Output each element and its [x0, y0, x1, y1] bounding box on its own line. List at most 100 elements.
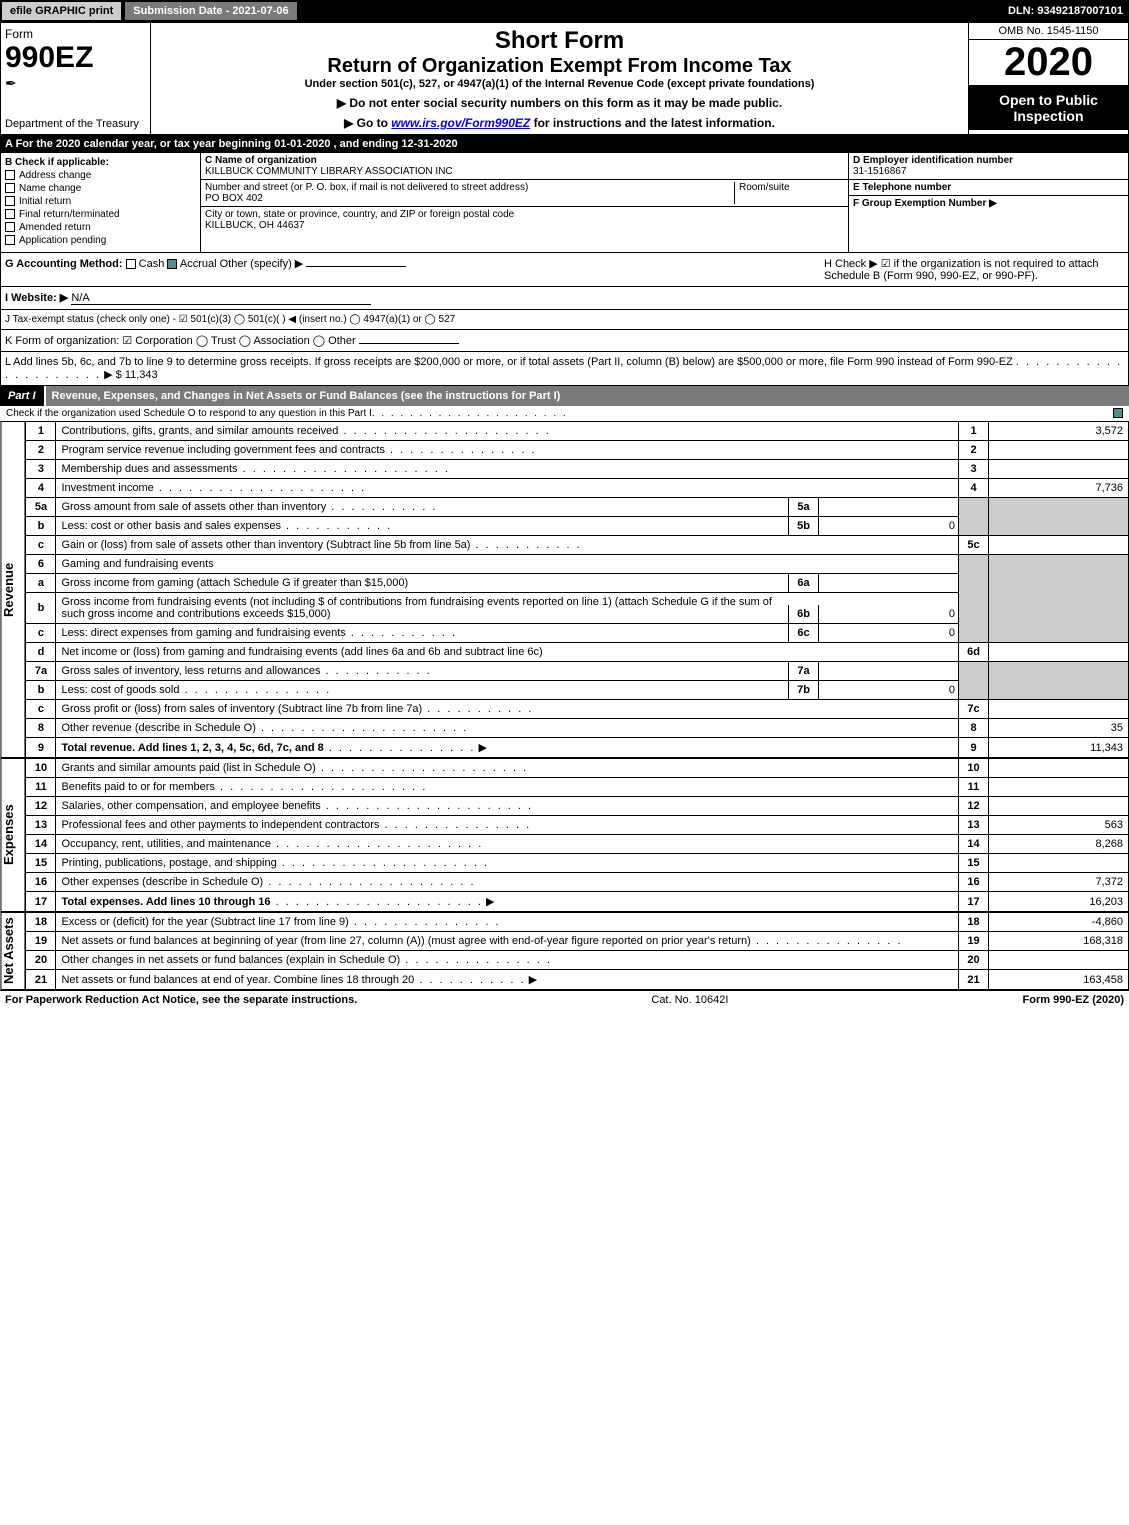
- omb-number: OMB No. 1545-1150: [969, 23, 1128, 40]
- other-specify-input[interactable]: [306, 266, 406, 267]
- check-amended-return[interactable]: Amended return: [5, 222, 196, 233]
- line-21: 21Net assets or fund balances at end of …: [26, 970, 1129, 990]
- footer-right: Form 990-EZ (2020): [1023, 994, 1124, 1006]
- section-a-bar: A For the 2020 calendar year, or tax yea…: [0, 135, 1129, 153]
- section-g-h: G Accounting Method: Cash Accrual Other …: [0, 253, 1129, 287]
- form-label: Form: [5, 27, 146, 41]
- under-section: Under section 501(c), 527, or 4947(a)(1)…: [155, 78, 964, 90]
- line-19: 19Net assets or fund balances at beginni…: [26, 932, 1129, 951]
- line-12: 12Salaries, other compensation, and empl…: [26, 797, 1129, 816]
- revenue-table: 1Contributions, gifts, grants, and simil…: [25, 421, 1129, 758]
- city-value: KILLBUCK, OH 44637: [205, 220, 305, 231]
- revenue-sidebar: Revenue: [0, 421, 25, 758]
- line-15: 15Printing, publications, postage, and s…: [26, 854, 1129, 873]
- netassets-table: 18Excess or (deficit) for the year (Subt…: [25, 912, 1129, 990]
- line-4: 4Investment income47,736: [26, 479, 1129, 498]
- goto-suffix: for instructions and the latest informat…: [530, 116, 775, 130]
- check-final-return[interactable]: Final return/terminated: [5, 209, 196, 220]
- line-6: 6Gaming and fundraising events: [26, 555, 1129, 574]
- short-form-title: Short Form: [155, 27, 964, 55]
- section-g: G Accounting Method: Cash Accrual Other …: [5, 257, 824, 282]
- other-org-input[interactable]: [359, 343, 459, 344]
- goto-link[interactable]: www.irs.gov/Form990EZ: [391, 116, 530, 130]
- expenses-table: 10Grants and similar amounts paid (list …: [25, 758, 1129, 912]
- ein-value: 31-1516867: [853, 166, 906, 177]
- line-11: 11Benefits paid to or for members11: [26, 778, 1129, 797]
- city-label: City or town, state or province, country…: [205, 209, 514, 220]
- revenue-section: Revenue 1Contributions, gifts, grants, a…: [0, 421, 1129, 758]
- check-initial-return[interactable]: Initial return: [5, 196, 196, 207]
- section-c-label: C Name of organization: [205, 155, 317, 166]
- check-application-pending[interactable]: Application pending: [5, 235, 196, 246]
- dln: DLN: 93492187007101: [1008, 5, 1127, 17]
- website-value: N/A: [71, 292, 371, 305]
- form-number: 990EZ: [5, 41, 146, 75]
- info-grid: B Check if applicable: Address change Na…: [0, 153, 1129, 253]
- line-10: 10Grants and similar amounts paid (list …: [26, 759, 1129, 778]
- line-6d: dNet income or (loss) from gaming and fu…: [26, 643, 1129, 662]
- line-5a: 5aGross amount from sale of assets other…: [26, 498, 1129, 517]
- line-2: 2Program service revenue including gover…: [26, 441, 1129, 460]
- check-accrual[interactable]: [167, 259, 177, 269]
- street-label: Number and street (or P. O. box, if mail…: [205, 182, 528, 193]
- check-name-change[interactable]: Name change: [5, 183, 196, 194]
- check-cash[interactable]: [126, 259, 136, 269]
- do-not-enter: ▶ Do not enter social security numbers o…: [155, 96, 964, 110]
- line-3: 3Membership dues and assessments3: [26, 460, 1129, 479]
- goto-instructions: ▶ Go to www.irs.gov/Form990EZ for instru…: [155, 116, 964, 130]
- part-1-sub-text: Check if the organization used Schedule …: [6, 408, 372, 419]
- part-1-header: Part I Revenue, Expenses, and Changes in…: [0, 386, 1129, 406]
- form-of-org-text: K Form of organization: ☑ Corporation ◯ …: [5, 335, 356, 347]
- section-l-amount: ▶ $ 11,343: [104, 369, 158, 381]
- netassets-section: Net Assets 18Excess or (deficit) for the…: [0, 912, 1129, 990]
- section-h: H Check ▶ ☑ if the organization is not r…: [824, 257, 1124, 282]
- room-label: Room/suite: [739, 182, 790, 193]
- accrual-label: Accrual: [180, 258, 217, 270]
- org-name-row: C Name of organization KILLBUCK COMMUNIT…: [201, 153, 848, 180]
- check-schedule-o[interactable]: [1113, 408, 1123, 418]
- dots-sub: [372, 408, 568, 419]
- department-label: Department of the Treasury: [5, 118, 146, 130]
- footer-left: For Paperwork Reduction Act Notice, see …: [5, 994, 357, 1006]
- line-1: 1Contributions, gifts, grants, and simil…: [26, 422, 1129, 441]
- phone-label: E Telephone number: [853, 182, 951, 193]
- form-header: Form 990EZ ✒ Department of the Treasury …: [0, 22, 1129, 135]
- section-l-text: L Add lines 5b, 6c, and 7b to line 9 to …: [5, 356, 1013, 368]
- group-exempt-label: F Group Exemption Number ▶: [853, 198, 997, 209]
- cash-label: Cash: [139, 258, 165, 270]
- goto-prefix: ▶ Go to: [344, 116, 391, 130]
- top-bar: efile GRAPHIC print Submission Date - 20…: [0, 0, 1129, 22]
- part-1-subtitle: Check if the organization used Schedule …: [0, 406, 1129, 421]
- section-b: B Check if applicable: Address change Na…: [1, 153, 201, 252]
- section-l: L Add lines 5b, 6c, and 7b to line 9 to …: [0, 352, 1129, 386]
- section-b-title: B Check if applicable:: [5, 157, 196, 168]
- part-1-title: Revenue, Expenses, and Changes in Net As…: [46, 386, 1129, 406]
- submission-date: Submission Date - 2021-07-06: [125, 2, 296, 20]
- return-title: Return of Organization Exempt From Incom…: [155, 55, 964, 78]
- expenses-sidebar: Expenses: [0, 758, 25, 912]
- line-17: 17Total expenses. Add lines 10 through 1…: [26, 892, 1129, 912]
- check-address-change[interactable]: Address change: [5, 170, 196, 181]
- section-d: D Employer identification number 31-1516…: [849, 153, 1128, 180]
- efile-print-button[interactable]: efile GRAPHIC print: [2, 2, 121, 20]
- website-label: I Website: ▶: [5, 292, 68, 304]
- line-18: 18Excess or (deficit) for the year (Subt…: [26, 913, 1129, 932]
- irs-logo-icon: ✒: [5, 75, 146, 92]
- line-9: 9Total revenue. Add lines 1, 2, 3, 4, 5c…: [26, 738, 1129, 758]
- right-info-col: D Employer identification number 31-1516…: [848, 153, 1128, 252]
- ein-label: D Employer identification number: [853, 155, 1013, 166]
- tax-year: 2020: [969, 40, 1128, 86]
- open-to-public: Open to Public Inspection: [969, 86, 1128, 130]
- line-14: 14Occupancy, rent, utilities, and mainte…: [26, 835, 1129, 854]
- expenses-section: Expenses 10Grants and similar amounts pa…: [0, 758, 1129, 912]
- tax-exempt-text: J Tax-exempt status (check only one) - ☑…: [5, 314, 455, 325]
- street-value: PO BOX 402: [205, 193, 263, 204]
- header-center: Short Form Return of Organization Exempt…: [151, 23, 968, 134]
- netassets-sidebar: Net Assets: [0, 912, 25, 990]
- section-e: E Telephone number: [849, 180, 1128, 196]
- section-j: J Tax-exempt status (check only one) - ☑…: [0, 310, 1129, 330]
- line-8: 8Other revenue (describe in Schedule O)8…: [26, 719, 1129, 738]
- org-name: KILLBUCK COMMUNITY LIBRARY ASSOCIATION I…: [205, 166, 453, 177]
- line-16: 16Other expenses (describe in Schedule O…: [26, 873, 1129, 892]
- part-1-label: Part I: [0, 386, 46, 406]
